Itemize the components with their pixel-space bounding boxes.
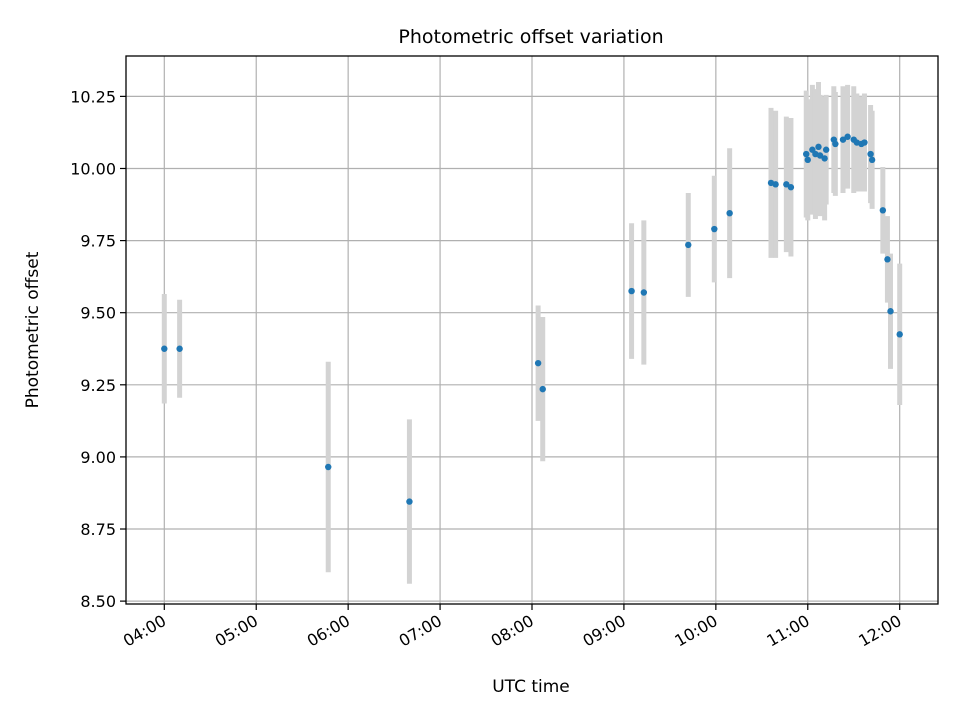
- y-tick-label: 9.25: [80, 376, 116, 395]
- data-point: [839, 136, 847, 143]
- x-tick-label: 06:00: [304, 611, 353, 651]
- data-point: [534, 359, 542, 367]
- y-tick-label: 9.00: [80, 448, 116, 467]
- y-tick-label: 9.75: [80, 232, 116, 251]
- data-point: [832, 140, 839, 148]
- x-tick-label: 05:00: [212, 611, 261, 651]
- y-tick-label: 10.00: [70, 159, 116, 178]
- chart-title: Photometric offset variation: [398, 26, 663, 48]
- y-tick-label: 10.25: [70, 87, 116, 106]
- data-point: [804, 156, 811, 164]
- data-point: [879, 207, 887, 214]
- data-point: [711, 225, 718, 233]
- data-point: [726, 209, 733, 217]
- data-point: [868, 156, 876, 164]
- data-point: [867, 150, 874, 158]
- data-point: [539, 385, 546, 393]
- data-point: [822, 146, 830, 153]
- data-point: [628, 287, 635, 295]
- grid-layer: [126, 56, 938, 604]
- x-tick-label: 10:00: [671, 611, 720, 651]
- data-point: [406, 498, 413, 505]
- data-point: [844, 133, 851, 140]
- data-point: [861, 139, 868, 146]
- data-point: [821, 155, 828, 162]
- x-tick-label: 07:00: [396, 611, 445, 651]
- data-point: [161, 345, 168, 352]
- data-point: [783, 181, 790, 188]
- y-tick-label: 9.50: [80, 304, 116, 323]
- data-point: [816, 152, 824, 159]
- data-point: [884, 256, 891, 263]
- x-tick-label: 12:00: [855, 611, 904, 651]
- data-point: [787, 184, 795, 191]
- y-tick-label: 8.50: [80, 592, 116, 611]
- data-point: [815, 143, 822, 151]
- y-tick-label: 8.75: [80, 520, 116, 539]
- data-point: [176, 345, 183, 352]
- data-point: [640, 289, 648, 296]
- x-tick-label: 09:00: [579, 611, 628, 651]
- data-point: [685, 241, 692, 249]
- x-tick-label: 11:00: [763, 611, 812, 651]
- data-point: [325, 463, 332, 471]
- x-tick-label: 04:00: [120, 611, 169, 651]
- x-tick-label: 08:00: [488, 611, 537, 651]
- y-axis-label: Photometric offset: [23, 251, 43, 408]
- tick-layer: 04:00 05:00 06:00 07:00 08:00 09:00 10:00 11:00…: [70, 87, 905, 650]
- x-axis-label: UTC time: [492, 677, 570, 697]
- point-layer: [161, 133, 903, 505]
- data-point: [803, 150, 810, 158]
- data-point: [887, 308, 894, 315]
- data-point: [896, 331, 903, 338]
- data-point: [772, 181, 779, 188]
